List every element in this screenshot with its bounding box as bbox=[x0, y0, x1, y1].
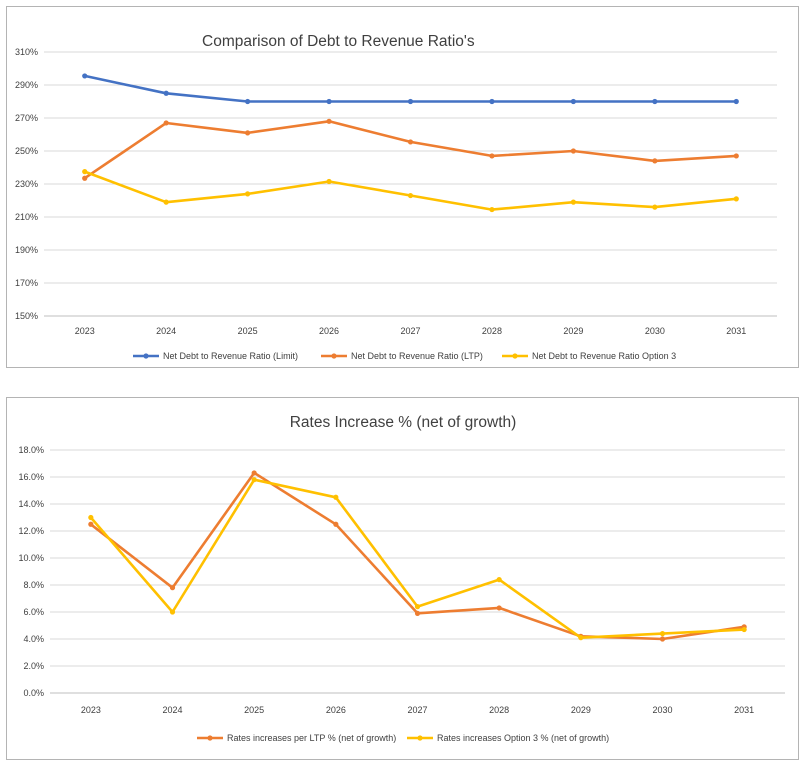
x-tick-label: 2031 bbox=[726, 326, 746, 336]
y-tick-label: 310% bbox=[15, 47, 38, 57]
data-point bbox=[496, 577, 502, 583]
x-tick-label: 2027 bbox=[407, 705, 427, 715]
y-tick-label: 18.0% bbox=[18, 445, 44, 455]
x-tick-label: 2030 bbox=[652, 705, 672, 715]
legend-label: Net Debt to Revenue Ratio Option 3 bbox=[532, 351, 676, 361]
data-point bbox=[326, 178, 332, 185]
y-tick-label: 2.0% bbox=[23, 661, 44, 671]
x-tick-label: 2026 bbox=[319, 326, 339, 336]
data-point bbox=[326, 118, 332, 124]
y-tick-label: 4.0% bbox=[23, 634, 44, 644]
y-tick-label: 250% bbox=[15, 146, 38, 156]
data-point bbox=[82, 175, 88, 181]
data-point bbox=[652, 158, 658, 164]
x-tick-label: 2024 bbox=[162, 705, 182, 715]
x-tick-label: 2026 bbox=[326, 705, 346, 715]
data-point bbox=[489, 153, 495, 159]
y-tick-label: 290% bbox=[15, 80, 38, 90]
series-line bbox=[83, 74, 738, 103]
x-tick-label: 2025 bbox=[238, 326, 258, 336]
x-tick-label: 2024 bbox=[156, 326, 176, 336]
chart-title: Comparison of Debt to Revenue Ratio's bbox=[202, 33, 475, 50]
debt-ratio-chart-panel: Comparison of Debt to Revenue Ratio's 310… bbox=[6, 6, 799, 368]
data-point bbox=[333, 521, 339, 527]
y-tick-label: 150% bbox=[15, 311, 38, 321]
data-point bbox=[245, 191, 251, 197]
rates-increase-chart-panel: Rates Increase % (net of growth) 18.0% 16.… bbox=[6, 397, 799, 760]
legend-label: Rates increases per LTP % (net of growth… bbox=[227, 733, 396, 743]
y-tick-label: 10.0% bbox=[18, 553, 44, 563]
y-tick-label: 0.0% bbox=[23, 688, 44, 698]
x-tick-label: 2031 bbox=[734, 705, 754, 715]
data-point bbox=[489, 98, 495, 105]
legend-label: Net Debt to Revenue Ratio (LTP) bbox=[351, 351, 483, 361]
y-tick-label: 12.0% bbox=[18, 526, 44, 536]
x-tick-label: 2023 bbox=[81, 705, 101, 715]
x-tick-label: 2023 bbox=[75, 326, 95, 336]
data-point bbox=[733, 98, 739, 105]
data-point bbox=[414, 610, 421, 616]
legend-marker bbox=[417, 735, 423, 741]
y-tick-label: 16.0% bbox=[18, 472, 44, 482]
data-point bbox=[414, 604, 421, 610]
legend-marker bbox=[143, 353, 149, 359]
series-line bbox=[83, 120, 738, 180]
x-tick-label: 2028 bbox=[489, 705, 509, 715]
y-tick-label: 170% bbox=[15, 278, 38, 288]
data-point bbox=[333, 494, 339, 500]
data-point bbox=[169, 585, 176, 591]
data-point bbox=[163, 120, 169, 126]
data-point bbox=[659, 631, 666, 637]
data-point bbox=[251, 477, 257, 483]
data-point bbox=[407, 98, 414, 105]
rates-increase-chart: Rates Increase % (net of growth) 18.0% 16.… bbox=[18, 414, 785, 743]
data-point bbox=[82, 169, 88, 175]
data-point bbox=[163, 199, 169, 205]
data-point bbox=[570, 98, 576, 105]
y-tick-label: 190% bbox=[15, 245, 38, 255]
legend-marker bbox=[512, 353, 518, 359]
chart-title: Rates Increase % (net of growth) bbox=[290, 414, 517, 431]
data-point bbox=[570, 199, 576, 205]
data-point bbox=[652, 98, 658, 105]
y-tick-label: 6.0% bbox=[23, 607, 44, 617]
legend-label: Net Debt to Revenue Ratio (Limit) bbox=[163, 351, 298, 361]
data-point bbox=[245, 130, 251, 136]
x-tick-label: 2029 bbox=[563, 326, 583, 336]
y-tick-label: 270% bbox=[15, 113, 38, 123]
x-tick-label: 2028 bbox=[482, 326, 502, 336]
y-tick-label: 14.0% bbox=[18, 499, 44, 509]
data-point bbox=[741, 626, 747, 633]
debt-ratio-chart: Comparison of Debt to Revenue Ratio's 310… bbox=[15, 33, 777, 361]
data-point bbox=[578, 635, 584, 641]
legend-marker bbox=[207, 735, 213, 741]
data-point bbox=[407, 139, 414, 145]
data-point bbox=[245, 98, 251, 105]
data-point bbox=[82, 73, 88, 79]
data-point bbox=[88, 521, 94, 527]
legend-marker bbox=[331, 353, 337, 359]
data-point bbox=[251, 470, 257, 476]
x-tick-label: 2027 bbox=[400, 326, 420, 336]
legend-label: Rates increases Option 3 % (net of growt… bbox=[437, 733, 609, 743]
data-point bbox=[570, 148, 576, 154]
y-tick-label: 8.0% bbox=[23, 580, 44, 590]
data-point bbox=[733, 196, 739, 202]
data-point bbox=[489, 206, 495, 213]
data-point bbox=[326, 98, 332, 105]
x-tick-label: 2025 bbox=[244, 705, 264, 715]
data-point bbox=[733, 153, 739, 159]
data-point bbox=[407, 192, 414, 199]
x-tick-label: 2030 bbox=[645, 326, 665, 336]
data-point bbox=[88, 514, 94, 521]
x-tick-label: 2029 bbox=[571, 705, 591, 715]
y-tick-label: 210% bbox=[15, 212, 38, 222]
data-point bbox=[169, 609, 176, 615]
y-tick-label: 230% bbox=[15, 179, 38, 189]
data-point bbox=[496, 605, 502, 611]
data-point bbox=[659, 636, 666, 642]
data-point bbox=[652, 204, 658, 210]
data-point bbox=[163, 90, 169, 96]
series-line bbox=[83, 170, 738, 211]
